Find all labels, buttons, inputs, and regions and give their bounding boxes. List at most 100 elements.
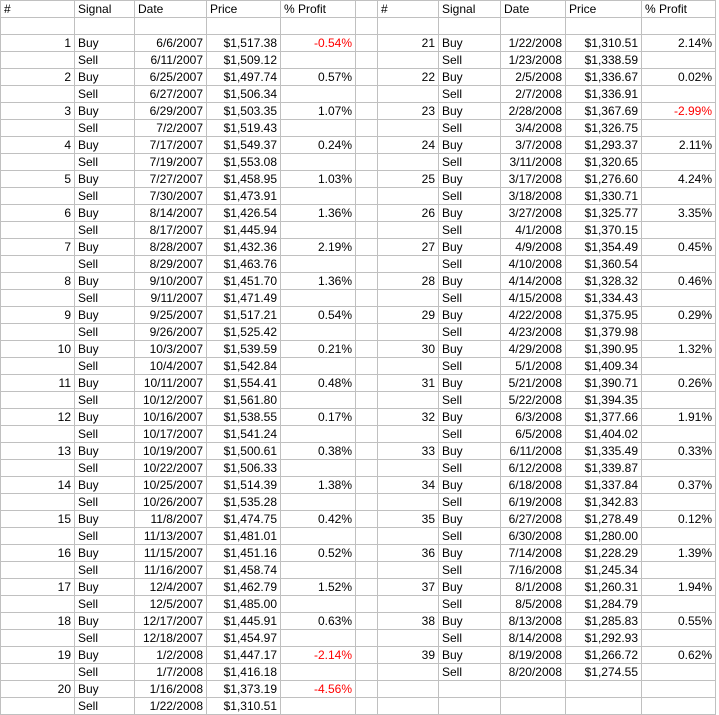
empty-cell[interactable]	[280, 459, 356, 477]
date-cell[interactable]: 4/9/2008	[500, 238, 566, 256]
date-cell[interactable]: 5/21/2008	[500, 374, 566, 392]
price-cell[interactable]: $1,280.00	[565, 527, 642, 545]
empty-cell[interactable]	[355, 102, 378, 120]
empty-cell[interactable]	[355, 136, 378, 154]
trade-number[interactable]: 32	[377, 408, 439, 426]
date-cell[interactable]: 9/11/2007	[134, 289, 207, 307]
empty-cell[interactable]	[0, 629, 75, 647]
date-cell[interactable]: 8/29/2007	[134, 255, 207, 273]
price-cell[interactable]: $1,474.75	[206, 510, 281, 528]
trade-number[interactable]: 37	[377, 578, 439, 596]
price-cell[interactable]: $1,517.38	[206, 34, 281, 52]
price-cell[interactable]: $1,370.15	[565, 221, 642, 239]
date-cell[interactable]: 6/5/2008	[500, 425, 566, 443]
price-cell[interactable]: $1,326.75	[565, 119, 642, 137]
trade-number[interactable]: 15	[0, 510, 75, 528]
date-cell[interactable]: 6/30/2008	[500, 527, 566, 545]
price-cell[interactable]: $1,541.24	[206, 425, 281, 443]
empty-cell[interactable]	[355, 340, 378, 358]
signal-cell[interactable]: Sell	[74, 187, 135, 205]
empty-cell[interactable]	[355, 425, 378, 443]
empty-cell[interactable]	[641, 493, 716, 511]
profit-cell[interactable]: 0.52%	[280, 544, 356, 562]
header-signal[interactable]: Signal	[74, 0, 135, 18]
price-cell[interactable]: $1,409.34	[565, 357, 642, 375]
date-cell[interactable]: 7/30/2007	[134, 187, 207, 205]
price-cell[interactable]: $1,328.32	[565, 272, 642, 290]
price-cell[interactable]: $1,514.39	[206, 476, 281, 494]
date-cell[interactable]: 4/15/2008	[500, 289, 566, 307]
signal-cell[interactable]: Sell	[74, 629, 135, 647]
signal-cell[interactable]: Buy	[438, 578, 501, 596]
date-cell[interactable]: 7/19/2007	[134, 153, 207, 171]
header-number[interactable]: #	[377, 0, 439, 18]
signal-cell[interactable]: Buy	[438, 476, 501, 494]
date-cell[interactable]: 6/18/2008	[500, 476, 566, 494]
empty-cell[interactable]	[280, 493, 356, 511]
date-cell[interactable]: 4/14/2008	[500, 272, 566, 290]
signal-cell[interactable]: Sell	[74, 527, 135, 545]
price-cell[interactable]: $1,535.28	[206, 493, 281, 511]
date-cell[interactable]: 6/11/2008	[500, 442, 566, 460]
signal-cell[interactable]: Sell	[74, 357, 135, 375]
profit-cell[interactable]: 0.37%	[641, 476, 716, 494]
signal-cell[interactable]: Buy	[74, 68, 135, 86]
date-cell[interactable]: 6/6/2007	[134, 34, 207, 52]
date-cell[interactable]: 7/17/2007	[134, 136, 207, 154]
date-cell[interactable]: 1/22/2008	[500, 34, 566, 52]
empty-cell[interactable]	[641, 561, 716, 579]
price-cell[interactable]: $1,276.60	[565, 170, 642, 188]
empty-cell[interactable]	[377, 493, 439, 511]
empty-cell[interactable]	[280, 51, 356, 69]
date-cell[interactable]: 6/27/2007	[134, 85, 207, 103]
signal-cell[interactable]: Sell	[74, 459, 135, 477]
signal-cell[interactable]: Sell	[74, 289, 135, 307]
price-cell[interactable]: $1,561.80	[206, 391, 281, 409]
empty-cell[interactable]	[641, 527, 716, 545]
empty-cell[interactable]	[355, 187, 378, 205]
profit-cell[interactable]: 3.35%	[641, 204, 716, 222]
price-cell[interactable]: $1,266.72	[565, 646, 642, 664]
signal-cell[interactable]: Sell	[74, 697, 135, 715]
date-cell[interactable]: 10/17/2007	[134, 425, 207, 443]
date-cell[interactable]: 8/1/2008	[500, 578, 566, 596]
date-cell[interactable]: 8/19/2008	[500, 646, 566, 664]
trade-number[interactable]: 29	[377, 306, 439, 324]
empty-cell[interactable]	[377, 119, 439, 137]
empty-cell[interactable]	[500, 697, 566, 715]
profit-cell[interactable]: 0.48%	[280, 374, 356, 392]
trade-number[interactable]: 26	[377, 204, 439, 222]
empty-cell[interactable]	[280, 391, 356, 409]
empty-cell[interactable]	[355, 561, 378, 579]
trade-number[interactable]: 5	[0, 170, 75, 188]
empty-cell[interactable]	[0, 17, 75, 35]
empty-cell[interactable]	[0, 527, 75, 545]
date-cell[interactable]: 10/3/2007	[134, 340, 207, 358]
price-cell[interactable]: $1,260.31	[565, 578, 642, 596]
empty-cell[interactable]	[641, 425, 716, 443]
header-number[interactable]: #	[0, 0, 75, 18]
profit-cell[interactable]: 0.38%	[280, 442, 356, 460]
signal-cell[interactable]: Buy	[74, 578, 135, 596]
empty-cell[interactable]	[377, 51, 439, 69]
price-cell[interactable]: $1,284.79	[565, 595, 642, 613]
empty-cell[interactable]	[565, 680, 642, 698]
trade-number[interactable]: 1	[0, 34, 75, 52]
price-cell[interactable]: $1,426.54	[206, 204, 281, 222]
signal-cell[interactable]: Buy	[74, 408, 135, 426]
date-cell[interactable]: 11/8/2007	[134, 510, 207, 528]
empty-cell[interactable]	[565, 17, 642, 35]
profit-cell[interactable]: 0.12%	[641, 510, 716, 528]
trade-number[interactable]: 18	[0, 612, 75, 630]
price-cell[interactable]: $1,481.01	[206, 527, 281, 545]
empty-cell[interactable]	[0, 459, 75, 477]
empty-cell[interactable]	[377, 221, 439, 239]
signal-cell[interactable]: Sell	[438, 357, 501, 375]
profit-cell[interactable]: 0.54%	[280, 306, 356, 324]
price-cell[interactable]: $1,454.97	[206, 629, 281, 647]
empty-cell[interactable]	[355, 476, 378, 494]
empty-cell[interactable]	[280, 561, 356, 579]
empty-cell[interactable]	[355, 119, 378, 137]
date-cell[interactable]: 6/11/2007	[134, 51, 207, 69]
price-cell[interactable]: $1,506.34	[206, 85, 281, 103]
